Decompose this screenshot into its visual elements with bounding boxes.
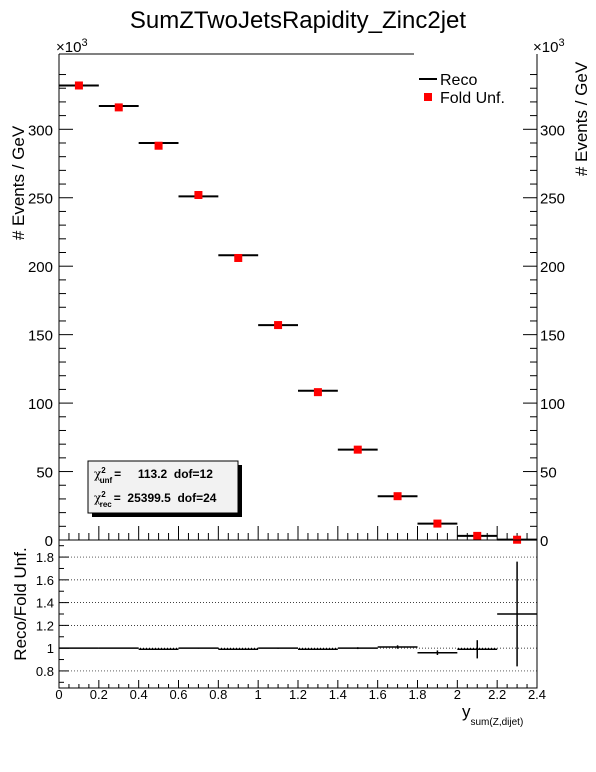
upper-y-tick-label-left: 50: [36, 465, 53, 482]
chi2-box: χ2 unf = 113.2 dof=12 χ2 rec = 25399.5 dof=2…: [87, 460, 242, 517]
chi2-rec-sub: rec: [100, 500, 113, 509]
x-tick-label: 0.2: [90, 687, 108, 702]
chi2-unf-sup: 2: [101, 466, 106, 475]
legend-fold-marker: [424, 93, 432, 101]
fold-unf-point: [234, 253, 243, 262]
upper-y-tick-label-left: 250: [28, 191, 53, 208]
lower-data: [59, 561, 537, 667]
fold-unf-point: [393, 492, 402, 501]
fold-unf-point: [473, 531, 482, 540]
x-tick-label: 1.4: [329, 687, 347, 702]
fold-unf-point: [274, 321, 283, 330]
right-exponent-base: ×10: [533, 39, 558, 56]
upper-y-tick-label-right: 150: [540, 328, 565, 345]
upper-y-tick-label-right: 300: [540, 122, 565, 139]
upper-x-ticks: [58, 526, 538, 540]
x-tick-label: 1.2: [289, 687, 307, 702]
chi2-unf-sub: unf: [100, 476, 113, 485]
fold-unf-point: [433, 519, 442, 528]
fold-unf-point: [313, 388, 322, 397]
x-tick-label: 2: [454, 687, 461, 702]
right-exponent-label: ×103: [533, 37, 565, 56]
lower-y-tick-label: 1.2: [36, 618, 54, 633]
upper-y-tick-label-left: 100: [28, 396, 53, 413]
fold-unf-point: [114, 103, 123, 112]
lower-x-ticks: 0 0.2 0.4 0.6 0.8 1 1.2 1.4 1.6 1.8 2 2.2 2.4: [55, 680, 546, 702]
upper-y-tick-label-right: 100: [540, 396, 565, 413]
lower-y-tick-label: 1.6: [36, 573, 54, 588]
upper-data: [59, 81, 537, 544]
fold-unf-point: [74, 81, 83, 90]
chi2-unf-symbol: χ: [94, 467, 102, 481]
left-exponent-base: ×10: [56, 39, 81, 56]
right-exponent-power: 3: [558, 37, 564, 49]
chi2-rec-text: = 25399.5 dof=24: [114, 491, 217, 505]
fold-unf-point: [353, 445, 362, 454]
upper-y-tick-label-right: 200: [540, 259, 565, 276]
lower-y-ticks: 0.8 1 1.2 1.4 1.6 1.8: [36, 545, 69, 683]
upper-y-axis-title-left: # Events / GeV: [9, 125, 28, 240]
lower-frame: [58, 539, 538, 689]
chi2-rec-symbol: χ: [94, 491, 102, 505]
lower-grid: [59, 556, 537, 672]
upper-y-tick-label-left: 0: [45, 533, 53, 550]
chi2-rec-line: χ2 rec = 25399.5 dof=24: [94, 490, 217, 509]
lower-y-tick-label: 0.8: [36, 664, 54, 679]
upper-y-ticks: 0 0 50 50 100 100 150 150 200 200 250 250 300 300: [28, 74, 565, 550]
upper-y-tick-label-right: 0: [540, 533, 548, 550]
x-tick-label: 0: [55, 687, 62, 702]
lower-y-tick-label: 1: [47, 641, 54, 656]
chi2-box-frame: [87, 460, 239, 514]
left-exponent-power: 3: [81, 37, 87, 49]
x-tick-label: 0.4: [130, 687, 148, 702]
x-axis-title-main: y: [462, 702, 471, 721]
fold-unf-point: [154, 141, 163, 150]
x-tick-label: 0.8: [209, 687, 227, 702]
upper-panel: 0 0 50 50 100 100 150 150 200 200 250 250 300 300 ×10…: [9, 37, 591, 550]
chi2-unf-text: = 113.2 dof=12: [114, 467, 213, 481]
x-axis-title: ysum(Z,dijet): [462, 702, 523, 728]
x-axis-title-sub: sum(Z,dijet): [471, 717, 524, 728]
legend-fold-label: Fold Unf.: [440, 90, 505, 107]
upper-y-tick-label-left: 300: [28, 122, 53, 139]
upper-y-tick-label-right: 250: [540, 191, 565, 208]
upper-y-tick-label-left: 150: [28, 328, 53, 345]
legend: Reco Fold Unf.: [419, 72, 505, 107]
x-tick-label: 2.2: [488, 687, 506, 702]
lower-y-tick-label: 1.4: [36, 596, 54, 611]
lower-y-tick-label: 1.8: [36, 550, 54, 565]
upper-y-tick-label-left: 200: [28, 259, 53, 276]
fold-unf-point: [194, 191, 203, 200]
x-tick-label: 1: [255, 687, 262, 702]
x-tick-label: 1.8: [408, 687, 426, 702]
chi2-unf-line: χ2 unf = 113.2 dof=12: [94, 466, 213, 485]
upper-y-axis-title-right: # Events / GeV: [572, 61, 591, 176]
chi2-rec-sup: 2: [101, 490, 106, 499]
x-tick-label: 1.6: [369, 687, 387, 702]
upper-y-tick-label-right: 50: [540, 465, 557, 482]
lower-panel: 0.8 1 1.2 1.4 1.6 1.8 0 0.2 0.4 0.6 0.8 1 1.2 1.4 1.6…: [11, 539, 546, 702]
chart-title: SumZTwoJetsRapidity_Zinc2jet: [130, 7, 466, 34]
legend-reco-label: Reco: [440, 72, 477, 89]
lower-y-axis-title: Reco/Fold Unf.: [11, 547, 30, 660]
x-tick-label: 0.6: [169, 687, 187, 702]
left-exponent-label: ×103: [56, 37, 88, 56]
x-tick-label: 2.4: [528, 687, 546, 702]
